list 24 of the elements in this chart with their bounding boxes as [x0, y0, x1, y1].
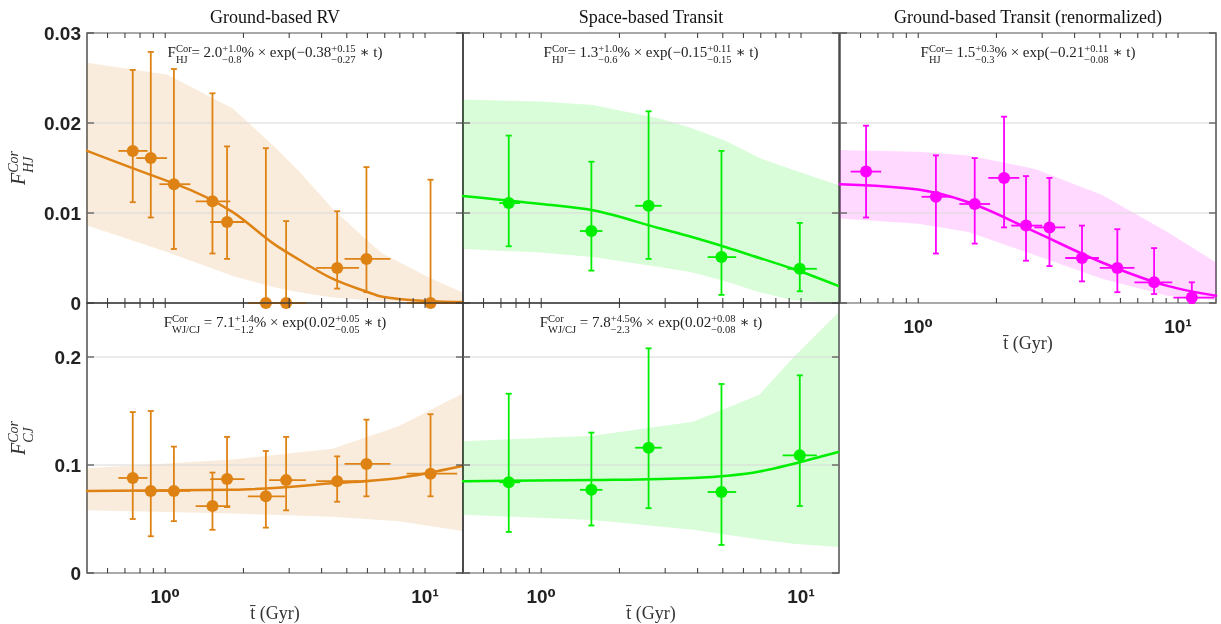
text: F$^{Cor}$$_{HJ}$ = 1.5$^{+0.3}$$_{−0.3}$% × exp(−0.21$^{+0.11}$$_{−0.08}$ ∗ t) [920, 42, 1136, 65]
y-tick-label: 0.03 [44, 22, 81, 44]
text: F$^{Cor}$$_{WJ/CJ}$ = 7.8$^{+4.5}$$_{−2.3}$% × exp(0.02$^{+0.08}$$_{−0.08}$ ∗ t) [539, 312, 763, 335]
chart-title: Space-based Transit [578, 7, 724, 27]
x-axis-title: t̄ (Gyr) [1002, 333, 1053, 354]
x-tick-label: 10¹ [1164, 316, 1192, 337]
x-tick-label: 10⁰ [526, 586, 556, 607]
text: F$^{Cor}$$_{HJ}$ = 2.0$^{+1.0}$$_{−0.8}$% × exp(−0.38$^{+0.15}$$_{−0.27}$ ∗ t) [167, 42, 383, 65]
x-axis-title: t̄ (Gyr) [249, 603, 300, 624]
y-tick-label: 0.01 [44, 202, 82, 224]
y-tick-label: 0 [70, 562, 81, 584]
x-tick-label: 10⁰ [150, 586, 180, 607]
x-tick-label: 10¹ [411, 586, 439, 607]
y-tick-label: 0.02 [44, 112, 81, 134]
x-axis-title: t̄ (Gyr) [625, 603, 676, 624]
y-tick-label: 0.1 [54, 454, 82, 476]
x-tick-label: 10¹ [787, 586, 815, 607]
y-tick-label: 0 [70, 292, 81, 314]
chart-title: Ground-based Transit (renormalized) [894, 7, 1162, 28]
text: F$^{Cor}$$_{HJ}$ = 1.3$^{+1.0}$$_{−0.6}$% × exp(−0.15$^{+0.11}$$_{−0.15}$ ∗ t) [543, 42, 759, 65]
y-tick-label: 0.2 [54, 346, 81, 368]
chart-title: Ground-based RV [209, 7, 341, 27]
text: F$^{Cor}$$_{WJ/CJ}$ = 7.1$^{+1.4}$$_{−1.2}$% × exp(0.02$^{+0.05}$$_{−0.05}$ ∗ t) [163, 312, 387, 335]
x-tick-label: 10⁰ [903, 316, 933, 337]
